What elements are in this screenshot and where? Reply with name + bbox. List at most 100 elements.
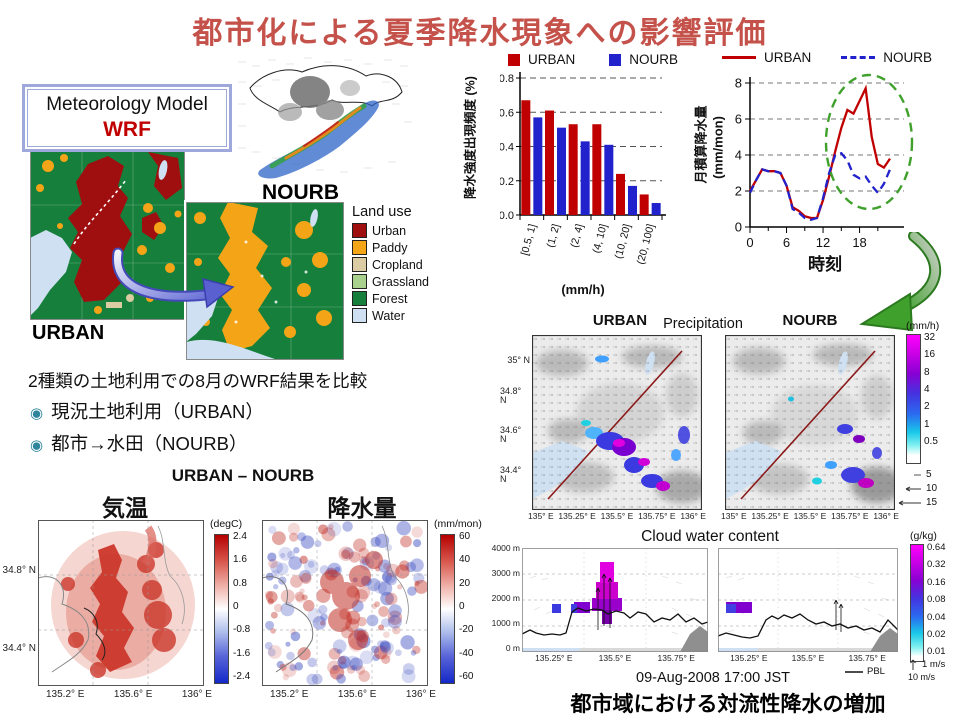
tick-label: 4000 m: [491, 543, 520, 553]
bar-chart-legend: URBAN NOURB: [508, 52, 678, 67]
svg-text:[0.5, 1]: [0.5, 1]: [519, 223, 539, 257]
svg-text:(10, 20]: (10, 20]: [613, 223, 634, 261]
tick-label: 0.8: [233, 577, 247, 589]
paddy-swatch: [352, 240, 367, 255]
nourb-legend-label: NOURB: [629, 52, 679, 67]
precip-nourb-lon-ticks: 135° E 135.25° E 135.5° E 135.75° E 136° E: [721, 512, 899, 521]
landuse-legend-item: Paddy: [352, 240, 458, 255]
wind-arrow-value: 10: [926, 483, 938, 494]
tick-label: 34.8° N: [2, 565, 36, 576]
wind-scale-horizontal: 10 m/s: [908, 672, 936, 682]
tick-label: 135.5° E: [791, 653, 825, 663]
tick-label: 135.6° E: [337, 689, 377, 700]
tick-label: 2: [924, 401, 930, 413]
tick-label: 135.25° E: [751, 511, 789, 521]
cloud-colorbar-ticks: 0.64 0.32 0.16 0.08 0.04 0.02 0.01: [927, 543, 946, 657]
cloud-water-panel-urban: [522, 548, 708, 652]
pbl-legend: PBL: [845, 666, 885, 677]
tick-label: 32: [924, 332, 936, 343]
tick-label: 0.08: [927, 594, 946, 606]
tick-label: -1.6: [233, 647, 251, 659]
tick-label: 0.64: [927, 542, 946, 553]
svg-text:2: 2: [735, 184, 742, 199]
svg-text:6: 6: [783, 235, 790, 250]
svg-text:0: 0: [746, 235, 753, 250]
tick-label: 0: [233, 600, 239, 612]
grassland-label: Grassland: [372, 274, 429, 289]
temp-colorbar-label: (degC): [210, 518, 243, 530]
precip-map-nourb: [725, 335, 895, 510]
urban-line-label: URBAN: [764, 50, 812, 65]
bar-chart-svg: 0.0 0.2 0.4 0.6 0.8 [0.5, 1] (1, 2] (2, 4] (4, 1…: [500, 72, 666, 297]
nourb-line-sample: [841, 56, 876, 59]
temperature-map-title: 気温: [102, 495, 148, 521]
bullet-text: 都市→水田（NOURB）: [51, 433, 248, 454]
urban-line-sample: [722, 56, 756, 59]
tick-label: 60: [459, 531, 471, 542]
pbl-line-icon: [845, 670, 863, 673]
nourb-map-label: NOURB: [262, 181, 339, 204]
diff-heading: URBAN – NOURB: [171, 466, 315, 485]
highlight-arrow-icon: [859, 232, 942, 332]
line-chart-legend: URBAN NOURB: [722, 50, 932, 65]
tick-label: 0.02: [927, 629, 946, 641]
wind-arrow-row: 15: [898, 497, 937, 508]
cloud-colorbar-label: (g/kg): [910, 530, 937, 542]
svg-text:12: 12: [816, 235, 830, 250]
tick-label: 4: [924, 383, 930, 395]
tick-label: -2.4: [233, 670, 251, 682]
temp-map-lon-ticks: 135.2° E 135.6° E 136° E: [38, 690, 220, 700]
precipitation-title: Precipitation: [663, 316, 743, 332]
pbl-label: PBL: [867, 666, 885, 677]
tick-label: 136° E: [405, 689, 436, 700]
tick-label: 135° E: [721, 511, 747, 521]
tick-label: 135.75° E: [831, 511, 869, 521]
model-box-inner: Meteorology Model WRF: [27, 89, 227, 147]
svg-text:0: 0: [735, 220, 742, 235]
tick-label: 0.01: [927, 646, 946, 658]
nourb-legend-swatch: [609, 53, 622, 66]
precip-colorbar-ticks: 32 16 8 4 2 1 0.5: [924, 333, 938, 447]
tick-label: 135.75° E: [638, 511, 676, 521]
bullet-icon: ◉: [30, 405, 44, 422]
cloud-water-panel-nourb: [718, 548, 898, 652]
cloud-colorbar: [910, 544, 924, 662]
paddy-label: Paddy: [372, 240, 408, 255]
svg-text:(4, 10]: (4, 10]: [590, 223, 609, 255]
model-box-title: Meteorology Model: [46, 94, 208, 115]
svg-text:0.4: 0.4: [500, 142, 514, 154]
svg-text:(20, 100]: (20, 100]: [635, 223, 657, 266]
urban-swatch: [352, 223, 367, 238]
tick-label: 135.2° E: [46, 689, 85, 700]
tick-label: 1000 m: [491, 617, 520, 628]
svg-text:(2, 4]: (2, 4]: [568, 223, 586, 249]
tick-label: 136° E: [680, 511, 706, 521]
tick-label: -40: [459, 647, 474, 659]
wind-scale-value: 1 m/s: [922, 658, 946, 670]
wind-arrow-value: 15: [926, 497, 938, 508]
svg-text:8: 8: [735, 76, 742, 91]
cropland-swatch: [352, 257, 367, 272]
tick-label: 34.8° N: [500, 385, 522, 405]
precip-nourb-title: NOURB: [782, 312, 838, 329]
tick-label: 135.75° E: [848, 653, 886, 663]
tick-label: 8: [924, 366, 930, 378]
tick-label: 35° N: [507, 355, 530, 365]
wind-arrow-legend: 5 10 15: [898, 466, 937, 508]
urban-to-nourb-arrow-icon: [112, 247, 235, 309]
temperature-diff-map: [38, 520, 204, 686]
comparison-heading: 2種類の土地利用での8月のWRF結果を比較: [28, 371, 368, 391]
tick-label: 0: [459, 600, 465, 612]
tick-label: 0.5: [924, 435, 938, 447]
tick-label: 34.4° N: [2, 643, 36, 654]
tick-label: 34.6° N: [500, 425, 522, 445]
tick-label: 135.25° E: [535, 653, 573, 663]
water-label: Water: [372, 308, 405, 323]
line-chart-svg: 0 2 4 6 8 0 6 12 18: [735, 73, 914, 250]
small-wind-arrow-icon: [914, 474, 921, 475]
tick-label: 0.16: [927, 576, 946, 588]
tick-label: 135° E: [528, 511, 554, 521]
bullet-item: ◉ 都市→水田（NOURB）: [30, 430, 264, 456]
precip-diff-lon-ticks: 135.2° E 135.6° E 136° E: [262, 690, 444, 700]
